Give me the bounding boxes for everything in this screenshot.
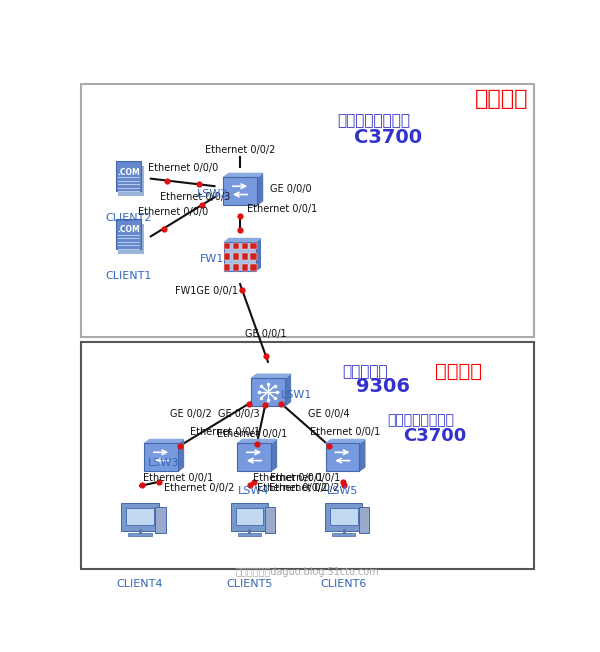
Text: GE 0/0/4: GE 0/0/4 xyxy=(308,409,349,419)
Text: C3700: C3700 xyxy=(354,128,422,147)
Text: .COM: .COM xyxy=(117,168,140,177)
FancyBboxPatch shape xyxy=(325,503,362,531)
Polygon shape xyxy=(223,173,263,177)
Text: Ethernet 0/0/1: Ethernet 0/0/1 xyxy=(190,427,260,437)
Text: 9306: 9306 xyxy=(356,378,410,396)
Polygon shape xyxy=(237,439,277,443)
Polygon shape xyxy=(256,239,260,271)
FancyBboxPatch shape xyxy=(330,508,358,526)
Text: 服务器接入交换机: 服务器接入交换机 xyxy=(338,113,411,128)
FancyBboxPatch shape xyxy=(230,503,268,531)
FancyBboxPatch shape xyxy=(242,264,248,271)
FancyBboxPatch shape xyxy=(237,443,271,471)
Text: Ethernet 0/0/3: Ethernet 0/0/3 xyxy=(160,192,230,202)
Text: Ethernet 0/0/0: Ethernet 0/0/0 xyxy=(148,164,218,173)
FancyBboxPatch shape xyxy=(128,533,152,537)
Polygon shape xyxy=(271,439,277,471)
Text: 服务器区: 服务器区 xyxy=(475,89,529,110)
Text: CLIENT4: CLIENT4 xyxy=(117,579,163,589)
Text: Ethernet 0/0/1: Ethernet 0/0/1 xyxy=(253,473,323,483)
Text: CLIENT2: CLIENT2 xyxy=(105,213,152,223)
Text: Ethernet 0/0/2: Ethernet 0/0/2 xyxy=(164,483,235,493)
FancyBboxPatch shape xyxy=(236,508,263,526)
Text: 核心交换机: 核心交换机 xyxy=(343,364,388,379)
Polygon shape xyxy=(178,439,184,471)
Text: C3700: C3700 xyxy=(403,426,466,445)
FancyBboxPatch shape xyxy=(126,508,154,526)
Text: CLIENT6: CLIENT6 xyxy=(320,579,367,589)
Text: Ethernet 0/0/0: Ethernet 0/0/0 xyxy=(139,207,209,217)
Text: GE 0/0/0: GE 0/0/0 xyxy=(270,184,312,194)
Text: LSW3: LSW3 xyxy=(148,458,179,468)
Polygon shape xyxy=(144,439,184,443)
FancyBboxPatch shape xyxy=(250,243,257,249)
Text: CLIENT1: CLIENT1 xyxy=(105,271,152,280)
FancyBboxPatch shape xyxy=(224,264,230,271)
FancyBboxPatch shape xyxy=(250,254,257,259)
Polygon shape xyxy=(224,239,260,242)
Text: 客户端接入交换机: 客户端接入交换机 xyxy=(388,413,454,428)
FancyBboxPatch shape xyxy=(116,161,142,191)
Bar xyxy=(80,342,535,569)
Text: Ethernet 0/0/1: Ethernet 0/0/1 xyxy=(310,427,380,437)
Text: Ethernet 0/0/2: Ethernet 0/0/2 xyxy=(269,483,339,493)
FancyBboxPatch shape xyxy=(118,224,143,254)
Text: GE 0/0/2: GE 0/0/2 xyxy=(170,409,212,419)
FancyBboxPatch shape xyxy=(155,507,166,533)
Text: 客户端区: 客户端区 xyxy=(436,363,482,381)
FancyBboxPatch shape xyxy=(224,242,256,271)
Polygon shape xyxy=(359,439,365,471)
Text: Ethernet 0/0/2: Ethernet 0/0/2 xyxy=(205,145,275,155)
FancyBboxPatch shape xyxy=(233,264,239,271)
FancyBboxPatch shape xyxy=(233,254,239,259)
FancyBboxPatch shape xyxy=(359,507,370,533)
Text: GE 0/0/3: GE 0/0/3 xyxy=(218,409,260,419)
FancyBboxPatch shape xyxy=(233,243,239,249)
FancyBboxPatch shape xyxy=(250,264,257,271)
FancyBboxPatch shape xyxy=(238,533,261,537)
FancyBboxPatch shape xyxy=(224,243,230,249)
FancyBboxPatch shape xyxy=(242,254,248,259)
FancyBboxPatch shape xyxy=(224,254,230,259)
Text: CLIENT5: CLIENT5 xyxy=(226,579,272,589)
FancyBboxPatch shape xyxy=(223,177,257,205)
FancyBboxPatch shape xyxy=(326,443,359,471)
Text: Ethernet 0/0/1: Ethernet 0/0/1 xyxy=(217,428,287,439)
Text: LSW2: LSW2 xyxy=(196,188,228,199)
FancyBboxPatch shape xyxy=(121,503,159,531)
Text: LSW1: LSW1 xyxy=(281,389,313,400)
Text: Ethernet 0/0/2: Ethernet 0/0/2 xyxy=(257,483,328,493)
Polygon shape xyxy=(257,173,263,205)
Text: 「大郭讲堂」daguo.blog.51cto.com: 「大郭讲堂」daguo.blog.51cto.com xyxy=(236,567,379,577)
Text: .COM: .COM xyxy=(117,225,140,234)
Text: LSW4: LSW4 xyxy=(238,486,270,496)
Text: Ethernet 0/0/1: Ethernet 0/0/1 xyxy=(270,473,341,483)
Polygon shape xyxy=(251,374,290,378)
Bar xyxy=(80,84,535,337)
FancyBboxPatch shape xyxy=(251,378,285,406)
FancyBboxPatch shape xyxy=(116,219,142,249)
Text: LSW5: LSW5 xyxy=(326,486,358,496)
FancyBboxPatch shape xyxy=(332,533,355,537)
Text: Ethernet 0/0/1: Ethernet 0/0/1 xyxy=(143,473,214,483)
Polygon shape xyxy=(285,374,290,406)
Text: FW1: FW1 xyxy=(200,254,224,264)
Text: FW1GE 0/0/1: FW1GE 0/0/1 xyxy=(175,286,238,295)
Text: GE 0/0/1: GE 0/0/1 xyxy=(245,329,286,339)
Polygon shape xyxy=(326,439,365,443)
FancyBboxPatch shape xyxy=(118,166,143,196)
FancyBboxPatch shape xyxy=(265,507,275,533)
Text: Ethernet 0/0/1: Ethernet 0/0/1 xyxy=(247,203,317,214)
FancyBboxPatch shape xyxy=(144,443,178,471)
FancyBboxPatch shape xyxy=(242,243,248,249)
